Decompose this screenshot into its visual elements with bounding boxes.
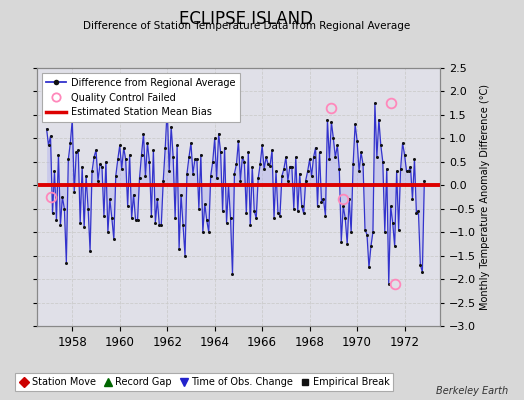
Text: ECLIPSE ISLAND: ECLIPSE ISLAND	[179, 10, 313, 28]
Legend: Difference from Regional Average, Quality Control Failed, Estimated Station Mean: Difference from Regional Average, Qualit…	[41, 73, 240, 122]
Y-axis label: Monthly Temperature Anomaly Difference (°C): Monthly Temperature Anomaly Difference (…	[481, 84, 490, 310]
Text: Berkeley Earth: Berkeley Earth	[436, 386, 508, 396]
Text: Difference of Station Temperature Data from Regional Average: Difference of Station Temperature Data f…	[83, 21, 410, 31]
Legend: Station Move, Record Gap, Time of Obs. Change, Empirical Break: Station Move, Record Gap, Time of Obs. C…	[15, 373, 394, 391]
